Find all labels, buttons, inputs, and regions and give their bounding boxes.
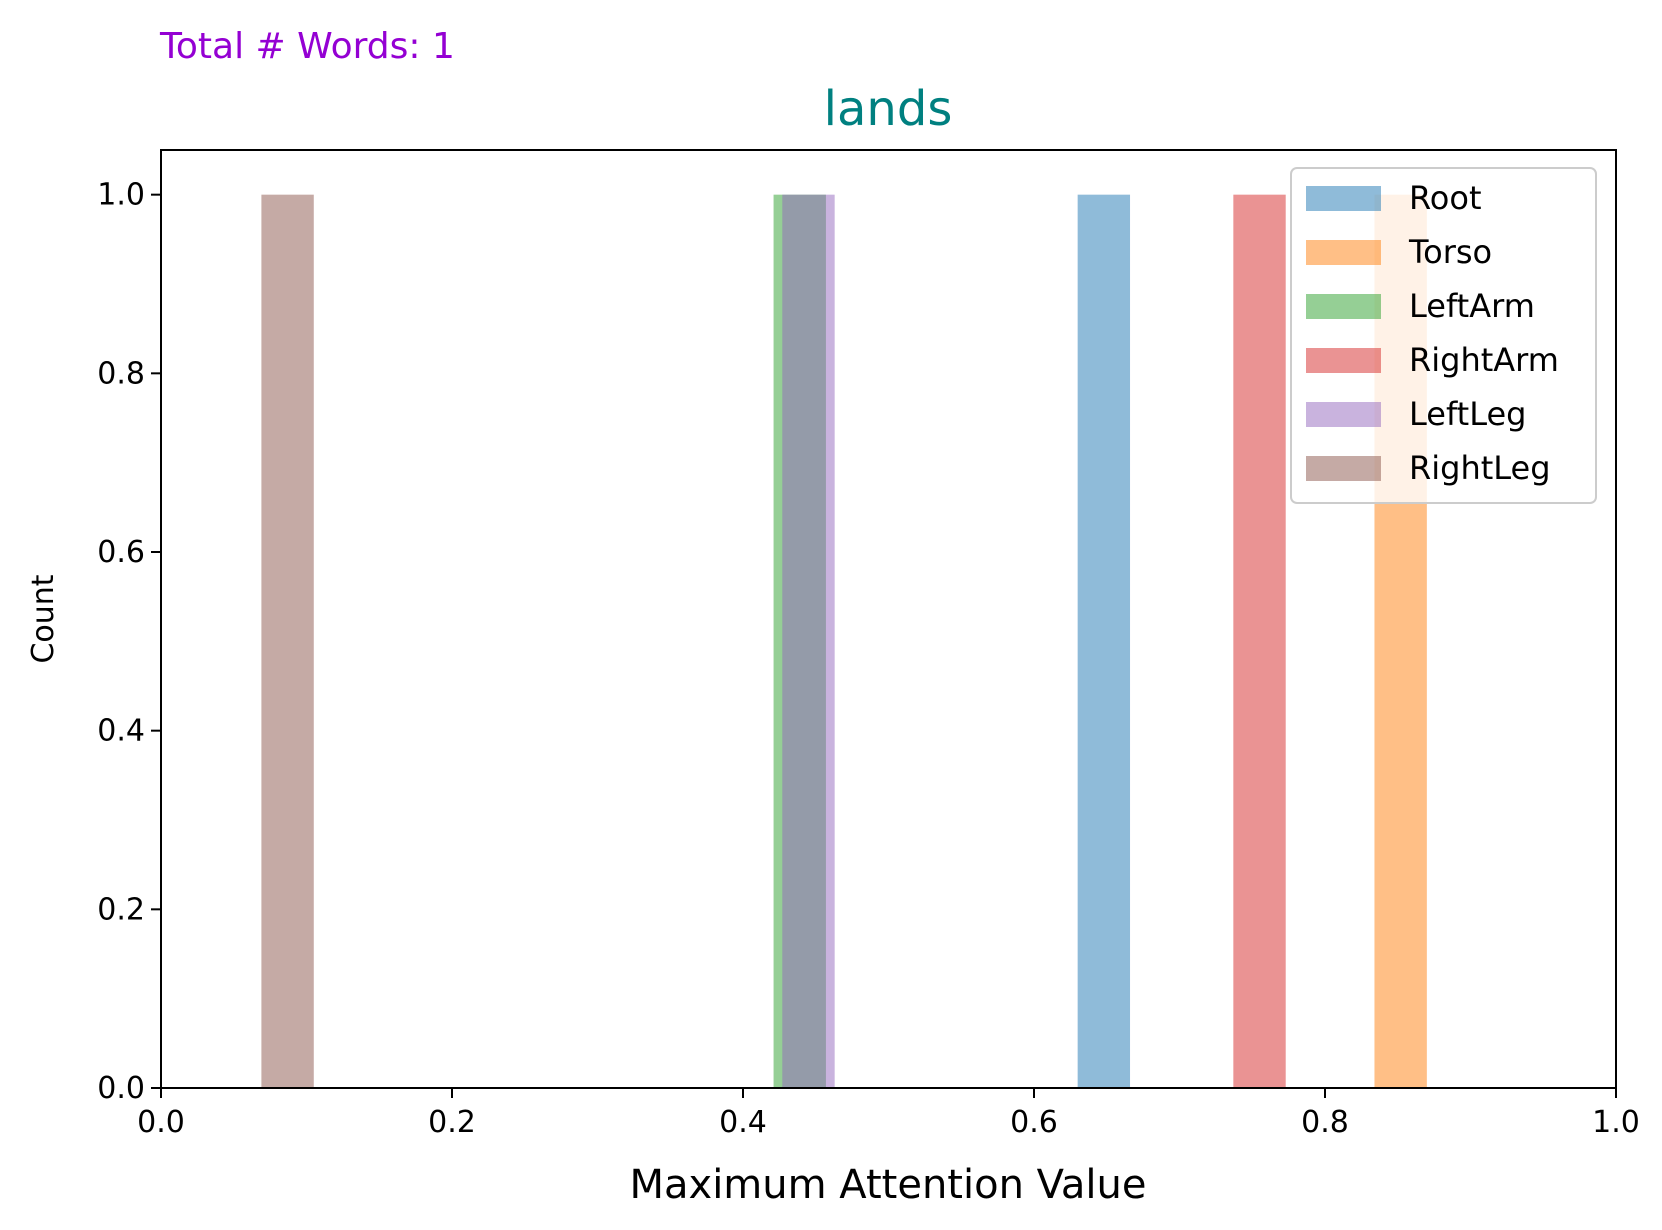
y-tick-label: 1.0 bbox=[97, 178, 145, 213]
x-tick-label: 0.8 bbox=[1301, 1105, 1349, 1140]
y-tick-label: 0.2 bbox=[97, 892, 145, 927]
legend-label-rightleg: RightLeg bbox=[1409, 449, 1551, 487]
x-tick-label: 0.6 bbox=[1010, 1105, 1058, 1140]
legend: Root Torso LeftArm RightArm LeftLeg RightLeg bbox=[1290, 167, 1597, 504]
y-tick-label: 0.8 bbox=[97, 356, 145, 391]
x-tick-label: 0.2 bbox=[428, 1105, 476, 1140]
x-axis-label: Maximum Attention Value bbox=[630, 1162, 1147, 1208]
legend-swatch-torso bbox=[1306, 240, 1381, 265]
x-tick-label: 1.0 bbox=[1592, 1105, 1640, 1140]
bar-root bbox=[1077, 194, 1131, 1088]
x-tick-label: 0.0 bbox=[137, 1105, 185, 1140]
legend-swatch-leftarm bbox=[1306, 294, 1381, 319]
legend-label-torso: Torso bbox=[1408, 233, 1492, 271]
legend-swatch-root bbox=[1306, 186, 1381, 211]
plot-frame bbox=[160, 149, 1617, 1089]
legend-label-root: Root bbox=[1409, 179, 1482, 217]
y-axis-label: Count bbox=[26, 574, 61, 663]
legend-swatch-rightarm bbox=[1306, 348, 1381, 373]
legend-label-leftarm: LeftArm bbox=[1409, 287, 1535, 325]
chart-title: lands bbox=[824, 81, 953, 137]
bar-rightarm bbox=[1233, 194, 1286, 1088]
y-tick-label: 0.0 bbox=[97, 1071, 145, 1106]
y-tick-label: 0.6 bbox=[97, 535, 145, 570]
y-tick-label: 0.4 bbox=[97, 714, 145, 749]
bars-group bbox=[261, 194, 1427, 1088]
total-words-label: Total # Words: 1 bbox=[159, 26, 455, 67]
bar-rightleg bbox=[261, 194, 314, 1088]
bar-leftleg bbox=[782, 194, 835, 1088]
legend-label-leftleg: LeftLeg bbox=[1409, 395, 1526, 433]
legend-swatch-leftleg bbox=[1306, 402, 1381, 427]
legend-label-rightarm: RightArm bbox=[1409, 341, 1559, 379]
x-tick-label: 0.4 bbox=[719, 1105, 767, 1140]
x-axis-ticks: 0.0 0.2 0.4 0.6 0.8 1.0 bbox=[137, 1088, 1640, 1140]
y-axis-ticks: 0.0 0.2 0.4 0.6 0.8 1.0 bbox=[97, 178, 161, 1106]
legend-swatch-rightleg bbox=[1306, 456, 1381, 481]
